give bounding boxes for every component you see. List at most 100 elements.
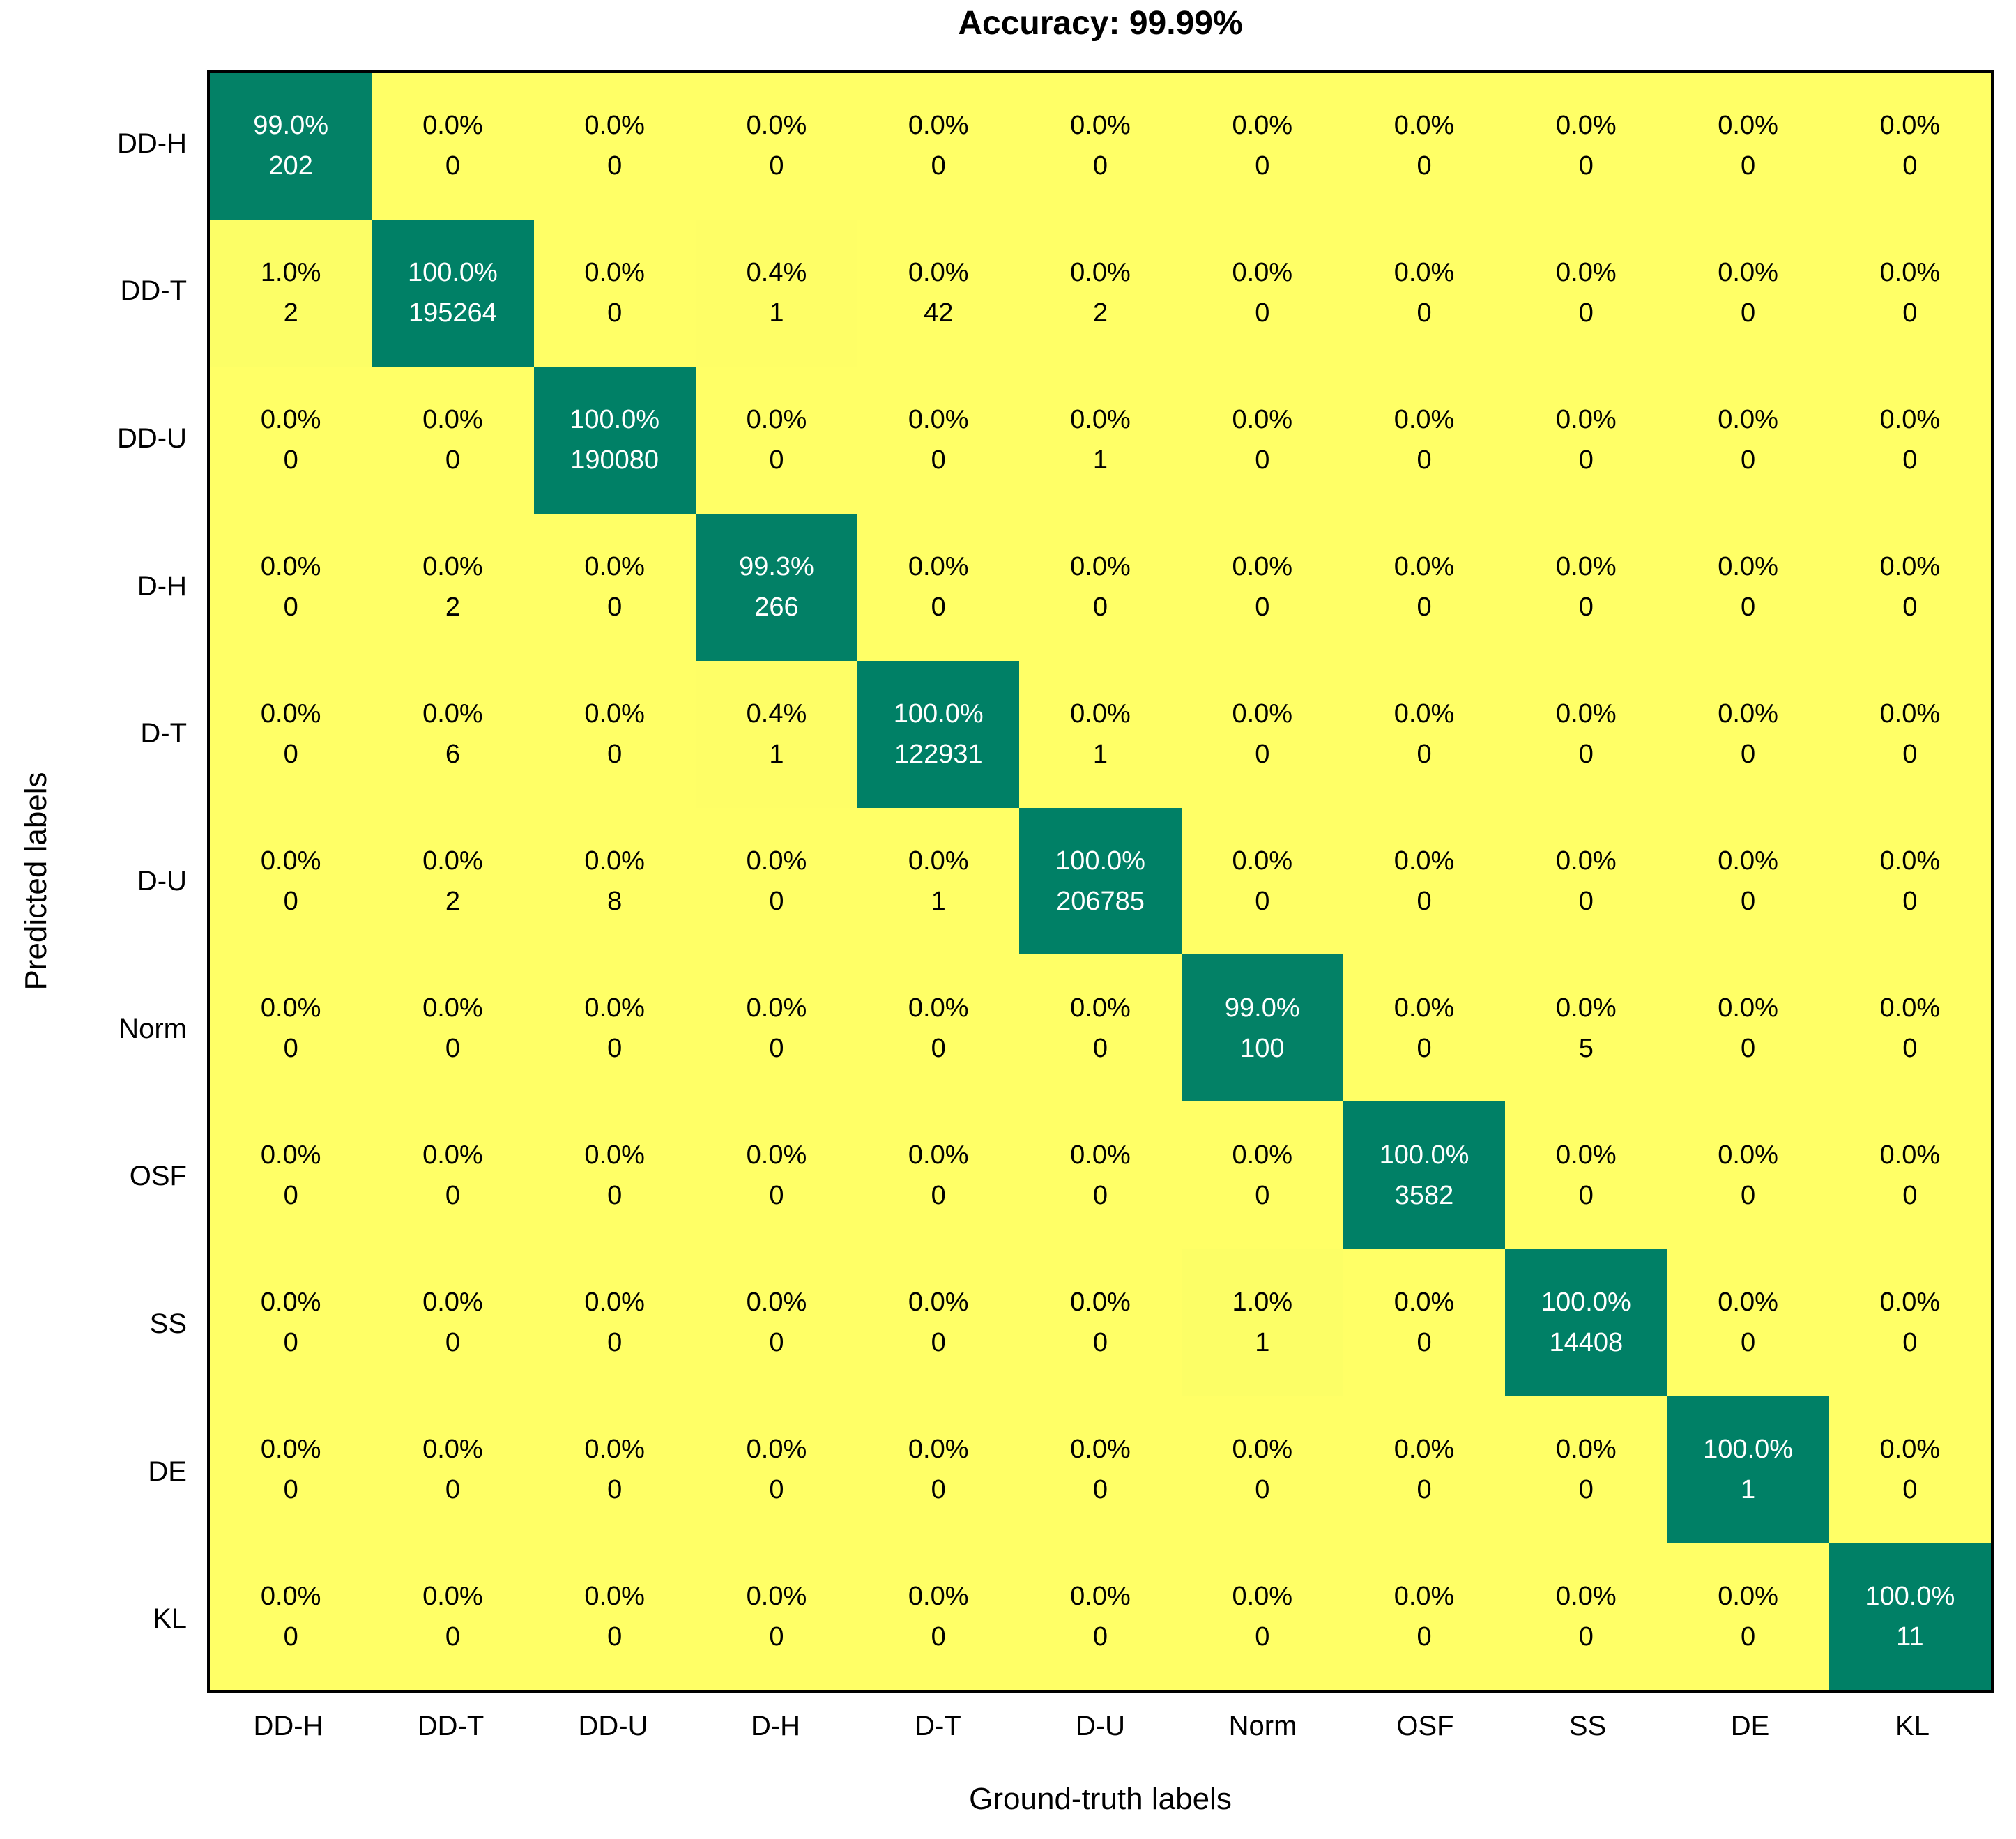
cell-count: 0 <box>283 1180 298 1210</box>
cell-count: 0 <box>445 1180 460 1210</box>
matrix-cell: 0.0% 0 <box>1343 366 1506 514</box>
matrix-cell: 0.0% 0 <box>857 513 1020 661</box>
cell-percent: 1.0% <box>1232 1287 1293 1317</box>
cell-percent: 0.0% <box>1718 1287 1778 1317</box>
cell-percent: 0.0% <box>1070 552 1131 582</box>
cell-count: 0 <box>1902 1327 1918 1357</box>
cell-count: 0 <box>1578 1180 1594 1210</box>
matrix-cell: 0.0% 0 <box>1828 73 1991 220</box>
cell-count: 2 <box>283 298 298 328</box>
cell-percent: 0.0% <box>746 1140 807 1170</box>
cell-count: 0 <box>1741 1033 1756 1063</box>
cell-percent: 0.0% <box>584 1287 645 1317</box>
cell-percent: 0.0% <box>1070 1581 1131 1611</box>
matrix-cell: 0.0% 0 <box>1181 807 1343 955</box>
matrix-cell: 0.0% 0 <box>1181 660 1343 808</box>
cell-count: 0 <box>931 1474 946 1504</box>
cell-count: 0 <box>1255 886 1270 916</box>
x-tick-label: KL <box>1895 1711 1930 1741</box>
matrix-cell: 0.0% 0 <box>1667 1249 1829 1396</box>
cell-percent: 0.0% <box>908 552 969 582</box>
matrix-cell: 0.0% 0 <box>1343 1249 1506 1396</box>
cell-count: 1 <box>1255 1327 1270 1357</box>
cell-percent: 100.0% <box>893 699 984 729</box>
x-tick-label: SS <box>1568 1711 1607 1741</box>
cell-count: 0 <box>1902 593 1918 623</box>
cell-percent: 0.0% <box>1232 552 1293 582</box>
y-tick-label: D-U <box>137 866 187 896</box>
cell-count: 0 <box>1578 1474 1594 1504</box>
cell-percent: 0.0% <box>908 1581 969 1611</box>
cell-percent: 0.0% <box>1070 1140 1131 1170</box>
matrix-cell: 0.0% 1 <box>1019 660 1182 808</box>
cell-percent: 0.0% <box>1393 699 1455 729</box>
cell-count: 0 <box>1092 1474 1108 1504</box>
matrix-cell: 0.0% 0 <box>210 954 372 1102</box>
cell-count: 0 <box>607 1621 623 1651</box>
cell-percent: 0.0% <box>1232 699 1293 729</box>
matrix-cell: 0.0% 0 <box>1505 1543 1667 1690</box>
matrix-cell: 0.0% 0 <box>1343 660 1506 808</box>
matrix-cell: 0.0% 0 <box>1667 660 1829 808</box>
cell-percent: 0.0% <box>908 111 969 141</box>
matrix-cell: 0.0% 0 <box>1343 954 1506 1102</box>
x-tick-label: DD-U <box>578 1711 648 1741</box>
matrix-cell: 0.0% 0 <box>1019 954 1182 1102</box>
cell-percent: 0.4% <box>746 699 807 729</box>
matrix-cell: 0.0% 0 <box>1181 513 1343 661</box>
cell-count: 0 <box>445 1327 460 1357</box>
matrix-cell: 0.0% 0 <box>1505 660 1667 808</box>
cell-count: 11 <box>1896 1621 1924 1651</box>
cell-count: 0 <box>1741 1180 1756 1210</box>
cell-count: 0 <box>1092 1180 1108 1210</box>
matrix-cell: 0.0% 0 <box>1019 1101 1182 1249</box>
matrix-cell: 0.0% 0 <box>857 1249 1020 1396</box>
cell-count: 1 <box>1092 740 1108 770</box>
cell-count: 1 <box>1092 445 1108 475</box>
cell-count: 0 <box>1092 1327 1108 1357</box>
cell-count: 0 <box>1741 1327 1756 1357</box>
cell-count: 0 <box>607 298 623 328</box>
cell-percent: 0.0% <box>1393 846 1455 876</box>
matrix-cell: 0.4% 1 <box>695 219 858 367</box>
matrix-cell: 0.0% 0 <box>1343 73 1506 220</box>
matrix-cell: 0.0% 0 <box>372 366 534 514</box>
matrix-cell: 0.0% 5 <box>1505 954 1667 1102</box>
cell-count: 0 <box>607 1180 623 1210</box>
cell-count: 0 <box>931 1621 946 1651</box>
cell-percent: 0.0% <box>1879 1434 1941 1464</box>
matrix-cell: 100.0% 190080 <box>533 366 696 514</box>
matrix-cell: 0.0% 0 <box>1828 219 1991 367</box>
matrix-cell: 0.0% 0 <box>1828 1101 1991 1249</box>
cell-count: 0 <box>1092 593 1108 623</box>
matrix-cell: 0.0% 0 <box>1667 807 1829 955</box>
cell-percent: 0.0% <box>584 111 645 141</box>
matrix-cell: 0.0% 0 <box>1667 366 1829 514</box>
matrix-cell: 0.0% 0 <box>1181 73 1343 220</box>
cell-count: 6 <box>445 740 460 770</box>
cell-count: 0 <box>1741 445 1756 475</box>
matrix-cell: 1.0% 1 <box>1181 1249 1343 1396</box>
x-tick-label: OSF <box>1396 1711 1454 1741</box>
matrix-cell: 0.0% 0 <box>695 366 858 514</box>
matrix-cell: 0.0% 0 <box>533 513 696 661</box>
cell-percent: 0.0% <box>422 1581 483 1611</box>
matrix-cell: 0.0% 0 <box>1343 1543 1506 1690</box>
matrix-cell: 99.0% 202 <box>210 73 372 220</box>
cell-count: 0 <box>283 1474 298 1504</box>
matrix-cell: 100.0% 14408 <box>1505 1249 1667 1396</box>
cell-count: 2 <box>1092 298 1108 328</box>
cell-percent: 0.0% <box>1393 1581 1455 1611</box>
matrix-cell: 0.0% 0 <box>372 1396 534 1543</box>
cell-percent: 0.0% <box>260 552 321 582</box>
cell-count: 0 <box>1578 886 1594 916</box>
matrix-cell: 0.0% 0 <box>533 1249 696 1396</box>
matrix-cell: 0.0% 0 <box>210 1101 372 1249</box>
cell-percent: 0.0% <box>1556 258 1617 288</box>
cell-percent: 100.0% <box>1865 1581 1955 1611</box>
cell-count: 0 <box>1578 1621 1594 1651</box>
cell-percent: 0.4% <box>746 258 807 288</box>
cell-count: 0 <box>607 151 623 181</box>
matrix-cell: 0.0% 42 <box>857 219 1020 367</box>
matrix-cell: 100.0% 206785 <box>1019 807 1182 955</box>
